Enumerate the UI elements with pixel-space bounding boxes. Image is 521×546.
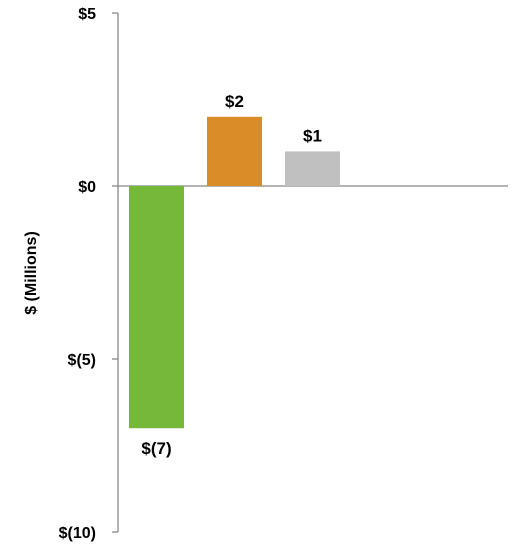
y-axis-label: $ (Millions) (23, 231, 40, 315)
y-tick-label: $5 (78, 6, 96, 23)
bars (129, 116, 340, 429)
y-tick-label: $0 (78, 179, 96, 196)
y-tick-label: $(10) (59, 525, 96, 542)
y-tick-label: $(5) (68, 352, 96, 369)
bar (129, 186, 184, 429)
bar (207, 116, 262, 186)
data-labels: $(7) $2 $1 (141, 92, 322, 458)
data-label: $2 (225, 92, 244, 111)
bar (285, 151, 340, 186)
axes: $5 $0 $(5) $(10) (59, 6, 508, 542)
data-label: $1 (303, 126, 322, 145)
data-label: $(7) (141, 439, 171, 458)
